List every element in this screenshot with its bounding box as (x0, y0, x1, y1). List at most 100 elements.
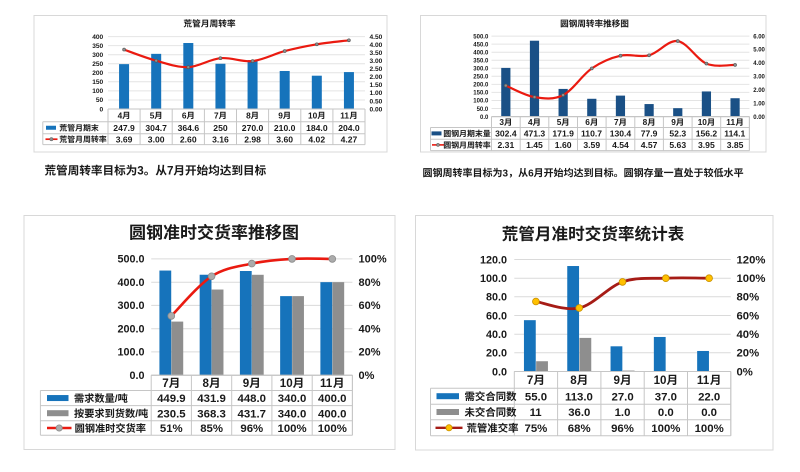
svg-text:11: 11 (320, 377, 333, 390)
svg-text:4.27: 4.27 (341, 134, 358, 144)
svg-text:3.16: 3.16 (212, 134, 229, 144)
svg-text:1.45: 1.45 (526, 140, 543, 150)
svg-text:431.9: 431.9 (197, 393, 226, 405)
svg-text:1.60: 1.60 (555, 140, 572, 150)
svg-text:80%: 80% (359, 277, 381, 289)
svg-text:400.0: 400.0 (318, 408, 347, 420)
svg-text:230.5: 230.5 (157, 408, 186, 420)
svg-text:300.0: 300.0 (473, 67, 489, 73)
svg-text:2.31: 2.31 (498, 140, 515, 150)
svg-text:40%: 40% (359, 324, 381, 336)
svg-text:0.0: 0.0 (701, 407, 717, 419)
svg-text:431.7: 431.7 (238, 408, 267, 420)
svg-text:250: 250 (213, 123, 228, 133)
svg-text:2.00: 2.00 (753, 88, 765, 94)
svg-text:20%: 20% (737, 348, 760, 360)
svg-text:448.0: 448.0 (238, 393, 267, 405)
svg-text:3.59: 3.59 (583, 140, 600, 150)
svg-text:80%: 80% (737, 292, 760, 304)
svg-text:250.0: 250.0 (473, 75, 489, 81)
svg-text:113.0: 113.0 (565, 391, 593, 403)
svg-text:8: 8 (643, 117, 648, 127)
svg-text:36.0: 36.0 (568, 407, 590, 419)
svg-text:120.0: 120.0 (480, 254, 507, 266)
svg-text:2.60: 2.60 (180, 134, 197, 144)
svg-text:300: 300 (92, 52, 103, 59)
svg-text:11: 11 (697, 374, 710, 387)
svg-text:400.0: 400.0 (473, 50, 489, 56)
svg-text:3.00: 3.00 (148, 134, 165, 144)
svg-text:100%: 100% (737, 273, 766, 285)
svg-text:5: 5 (557, 117, 562, 127)
svg-text:20.0: 20.0 (486, 348, 507, 360)
svg-text:1.00: 1.00 (370, 90, 383, 97)
svg-text:7: 7 (167, 165, 173, 178)
svg-text:7: 7 (614, 117, 619, 127)
svg-text:7: 7 (214, 110, 219, 120)
svg-text:/: / (135, 409, 138, 420)
svg-text:8: 8 (570, 374, 577, 387)
svg-text:100%: 100% (278, 423, 307, 435)
svg-text:100.0: 100.0 (473, 99, 489, 105)
svg-text:50.0: 50.0 (477, 107, 489, 113)
svg-text:60.0: 60.0 (486, 310, 507, 322)
svg-text:4.57: 4.57 (641, 140, 658, 150)
svg-text:8: 8 (203, 377, 210, 390)
svg-text:500.0: 500.0 (473, 34, 489, 40)
svg-text:0%: 0% (737, 366, 753, 378)
svg-text:1.0: 1.0 (615, 407, 631, 419)
svg-text:340.0: 340.0 (278, 393, 307, 405)
svg-text:10: 10 (280, 377, 293, 390)
svg-text:68%: 68% (568, 423, 591, 435)
svg-text:96%: 96% (611, 423, 634, 435)
svg-text:3.50: 3.50 (370, 50, 383, 57)
svg-text:3: 3 (499, 117, 504, 127)
svg-text:2.50: 2.50 (370, 66, 383, 73)
svg-text:4.00: 4.00 (753, 61, 765, 67)
svg-text:200: 200 (92, 70, 103, 77)
svg-text:450.0: 450.0 (473, 42, 489, 48)
svg-text:400: 400 (92, 34, 103, 41)
svg-text:100%: 100% (359, 254, 387, 266)
svg-text:304.7: 304.7 (145, 123, 167, 133)
svg-text:7: 7 (162, 377, 168, 390)
svg-text:0.50: 0.50 (370, 98, 383, 105)
svg-text:156.2: 156.2 (696, 129, 718, 139)
svg-text:400.0: 400.0 (318, 393, 347, 405)
svg-text:9: 9 (671, 117, 676, 127)
svg-text:340.0: 340.0 (278, 408, 307, 420)
svg-text:10: 10 (654, 374, 667, 387)
svg-text:2.00: 2.00 (370, 74, 383, 81)
svg-text:6.00: 6.00 (753, 34, 765, 40)
svg-text:200.0: 200.0 (118, 324, 145, 336)
svg-text:300.0: 300.0 (118, 300, 145, 312)
svg-text:302.4: 302.4 (495, 129, 517, 139)
svg-text:9: 9 (614, 374, 621, 387)
svg-text:0%: 0% (359, 370, 375, 382)
svg-text:4: 4 (528, 117, 533, 127)
svg-text:250: 250 (92, 61, 103, 68)
svg-text:210.0: 210.0 (274, 123, 296, 133)
svg-text:5: 5 (150, 110, 155, 120)
svg-text:100%: 100% (318, 423, 347, 435)
svg-text:40%: 40% (737, 329, 760, 341)
svg-text:96%: 96% (240, 423, 263, 435)
svg-text:/: / (115, 394, 118, 405)
svg-text:8: 8 (246, 110, 251, 120)
svg-text:400.0: 400.0 (118, 277, 145, 289)
svg-text:5.00: 5.00 (753, 48, 765, 54)
svg-text:3.00: 3.00 (370, 58, 383, 65)
svg-text:52.3: 52.3 (669, 129, 686, 139)
svg-text:11: 11 (726, 117, 735, 127)
svg-text:22.0: 22.0 (698, 391, 720, 403)
svg-text:11: 11 (530, 407, 543, 419)
svg-text:100.0: 100.0 (480, 273, 507, 285)
svg-text:4.54: 4.54 (612, 140, 629, 150)
svg-text:4.50: 4.50 (370, 34, 383, 41)
svg-text:100%: 100% (695, 423, 724, 435)
svg-text:4.02: 4.02 (308, 134, 325, 144)
svg-text:75%: 75% (525, 423, 548, 435)
svg-text:80.0: 80.0 (486, 292, 507, 304)
svg-text:4: 4 (118, 110, 123, 120)
svg-text:150: 150 (92, 79, 103, 86)
